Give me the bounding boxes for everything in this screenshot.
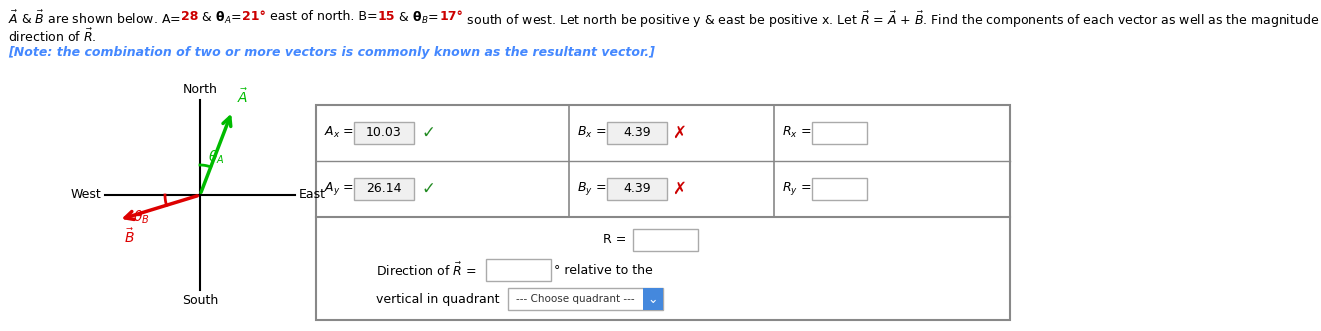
Bar	[486, 260, 551, 281]
Text: 26.14: 26.14	[366, 182, 402, 195]
Bar	[608, 178, 667, 200]
Bar	[608, 122, 667, 144]
Text: East: East	[299, 188, 326, 202]
Bar	[633, 228, 697, 251]
Text: 4.39: 4.39	[624, 182, 651, 195]
Text: vertical in quadrant: vertical in quadrant	[376, 293, 499, 306]
Bar	[316, 105, 1011, 320]
Text: $B_y$ =: $B_y$ =	[577, 180, 606, 197]
Text: & $\mathbf{\theta}_{A}$=: & $\mathbf{\theta}_{A}$=	[198, 10, 242, 26]
Text: $R_y$ =: $R_y$ =	[782, 180, 811, 197]
Text: south of west. Let north be positive y & east be positive x. Let $\vec{R}$ = $\v: south of west. Let north be positive y &…	[464, 10, 1321, 30]
Text: South: South	[182, 294, 218, 307]
Text: 15: 15	[378, 10, 395, 23]
Text: $B_x$ =: $B_x$ =	[577, 125, 606, 140]
Text: $\theta_A$: $\theta_A$	[207, 148, 225, 166]
Text: [Note: the combination of two or more vectors is commonly known as the resultant: [Note: the combination of two or more ve…	[8, 46, 655, 59]
Text: North: North	[182, 83, 218, 96]
Text: $R_x$ =: $R_x$ =	[782, 125, 811, 140]
Text: east of north. B=: east of north. B=	[266, 10, 378, 23]
Bar	[509, 288, 663, 310]
Text: 28: 28	[181, 10, 198, 23]
Text: ✗: ✗	[672, 180, 686, 198]
Text: $\vec{A}$ & $\vec{B}$ are shown below. A=: $\vec{A}$ & $\vec{B}$ are shown below. A…	[8, 10, 181, 27]
Text: 4.39: 4.39	[624, 126, 651, 139]
Text: direction of $\vec{R}$.: direction of $\vec{R}$.	[8, 28, 96, 45]
Text: ⌄: ⌄	[647, 293, 658, 306]
Text: $\vec{A}$: $\vec{A}$	[238, 87, 248, 106]
Text: --- Choose quadrant ---: --- Choose quadrant ---	[517, 294, 634, 305]
Text: ✓: ✓	[421, 180, 436, 198]
Bar	[812, 122, 867, 144]
Text: 17°: 17°	[439, 10, 464, 23]
Text: Direction of $\vec{R}$ =: Direction of $\vec{R}$ =	[376, 262, 477, 279]
Text: & $\mathbf{\theta}_{B}$=: & $\mathbf{\theta}_{B}$=	[395, 10, 439, 26]
Text: $A_x$ =: $A_x$ =	[324, 125, 354, 140]
Bar	[643, 288, 663, 310]
Text: R =: R =	[602, 233, 626, 246]
Bar	[354, 178, 413, 200]
Text: 10.03: 10.03	[366, 126, 402, 139]
Text: $A_y$ =: $A_y$ =	[324, 180, 354, 197]
Text: $\vec{B}$: $\vec{B}$	[124, 228, 135, 247]
Bar	[354, 122, 413, 144]
Text: ✓: ✓	[421, 124, 436, 142]
Text: 21°: 21°	[242, 10, 266, 23]
Bar	[812, 178, 867, 200]
Text: West: West	[70, 188, 100, 202]
Text: ✗: ✗	[672, 124, 686, 142]
Text: ° relative to the: ° relative to the	[553, 264, 653, 277]
Text: $\theta_B$: $\theta_B$	[133, 208, 151, 226]
